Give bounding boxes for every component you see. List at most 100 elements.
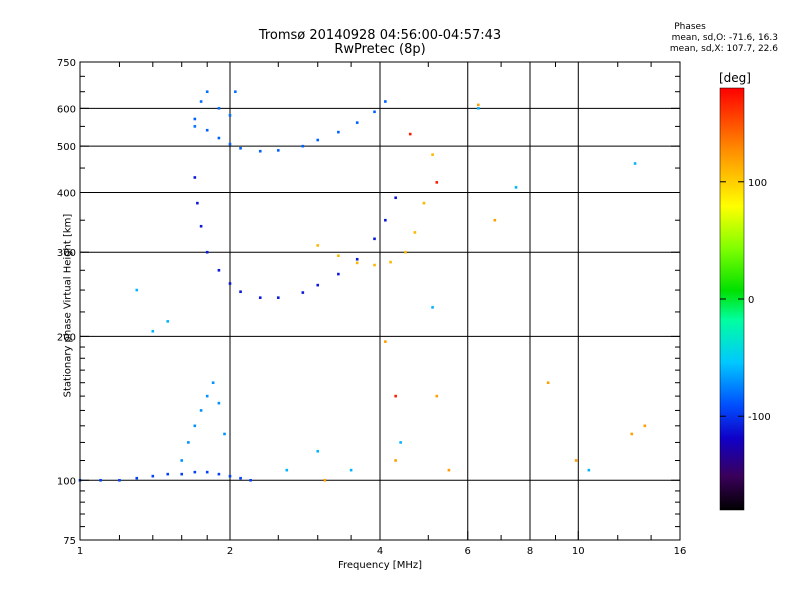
data-point xyxy=(205,90,209,94)
stats-heading: Phases xyxy=(674,22,706,32)
data-point xyxy=(217,136,221,140)
data-point xyxy=(217,401,221,405)
data-point xyxy=(166,472,170,476)
data-point xyxy=(337,254,340,258)
data-point xyxy=(205,470,209,474)
data-point xyxy=(574,459,578,462)
data-point xyxy=(196,201,199,205)
data-point xyxy=(389,260,392,264)
data-point xyxy=(435,181,439,184)
y-tick-label: 75 xyxy=(63,536,76,547)
data-point xyxy=(514,186,518,189)
data-point xyxy=(217,107,221,110)
data-point xyxy=(118,478,121,482)
x-tick-label: 8 xyxy=(527,546,533,557)
data-point xyxy=(431,153,434,156)
stats-o-mode: mean, sd,O: -71.6, 16.3 xyxy=(671,33,778,43)
data-point xyxy=(180,459,184,462)
data-point xyxy=(546,381,550,385)
data-point xyxy=(435,394,439,398)
data-point xyxy=(587,468,591,472)
data-point xyxy=(217,268,221,272)
data-point xyxy=(99,478,102,482)
data-point xyxy=(205,128,209,132)
data-point xyxy=(239,476,242,480)
data-point xyxy=(316,138,320,142)
data-point xyxy=(394,459,397,462)
data-point xyxy=(199,409,203,412)
data-point xyxy=(355,121,359,124)
y-tick-label: 750 xyxy=(57,58,76,69)
data-point xyxy=(394,196,397,200)
chart-subtitle: RwPretec (8p) xyxy=(334,42,426,57)
data-point xyxy=(193,424,197,428)
y-tick-label: 400 xyxy=(57,188,76,199)
colorbar-tick-label: 0 xyxy=(748,295,754,306)
y-tick-label: 500 xyxy=(57,142,76,153)
x-tick-label: 16 xyxy=(674,546,687,557)
data-point xyxy=(276,296,280,299)
data-point xyxy=(447,468,451,472)
data-point xyxy=(431,306,434,309)
stats-x-mode: mean, sd,X: 107.7, 22.6 xyxy=(669,44,778,54)
data-point xyxy=(399,441,402,444)
data-point xyxy=(394,394,397,398)
data-point xyxy=(180,472,184,476)
colorbar: 100 0 -100 xyxy=(719,87,771,511)
data-point xyxy=(193,470,197,474)
data-point xyxy=(413,231,417,234)
data-point xyxy=(408,132,412,136)
data-point xyxy=(199,100,203,103)
grid-lines xyxy=(80,62,680,540)
data-point xyxy=(316,283,320,287)
data-point xyxy=(301,144,305,148)
data-point xyxy=(384,100,387,103)
data-point xyxy=(373,110,376,114)
data-point xyxy=(187,441,190,444)
data-point xyxy=(228,282,232,285)
data-point xyxy=(384,218,387,222)
data-point xyxy=(151,474,155,478)
data-point xyxy=(276,149,280,152)
data-points xyxy=(78,90,647,482)
colorbar-tick-label: 100 xyxy=(748,178,767,189)
data-point xyxy=(337,272,340,276)
data-point xyxy=(217,472,221,476)
x-tick-label: 1 xyxy=(77,546,83,557)
data-point xyxy=(151,329,155,333)
data-point xyxy=(373,237,376,241)
data-point xyxy=(285,468,289,472)
y-tick-label: 200 xyxy=(57,332,76,343)
x-tick-label: 6 xyxy=(465,546,471,557)
data-point xyxy=(239,290,242,294)
data-point xyxy=(228,474,232,478)
x-tick-label: 4 xyxy=(377,546,383,557)
data-point xyxy=(643,424,647,428)
data-point xyxy=(349,468,353,472)
data-point xyxy=(477,103,480,107)
data-point xyxy=(193,117,197,121)
y-tick-label: 100 xyxy=(57,476,76,487)
colorbar-unit: [deg] xyxy=(719,71,751,85)
colorbar-tick-label: -100 xyxy=(748,412,771,423)
data-point xyxy=(205,394,209,398)
data-point xyxy=(249,478,252,482)
chart-title: Tromsø 20140928 04:56:00-04:57:43 xyxy=(258,28,502,43)
data-point xyxy=(337,130,340,134)
axis-ticks: 1 2 4 6 8 10 16 75 100 200 300 400 500 600 750 xyxy=(57,58,686,557)
data-point xyxy=(323,478,327,482)
data-point xyxy=(199,224,203,228)
data-point xyxy=(228,114,232,117)
data-point xyxy=(633,162,637,165)
x-axis-label: Frequency [MHz] xyxy=(337,560,423,571)
data-point xyxy=(493,218,497,222)
data-point xyxy=(355,257,359,261)
data-point xyxy=(258,296,262,299)
data-point xyxy=(211,381,215,385)
y-tick-label: 600 xyxy=(57,104,76,115)
data-point xyxy=(193,125,197,128)
x-tick-label: 10 xyxy=(572,546,585,557)
data-point xyxy=(355,261,359,265)
